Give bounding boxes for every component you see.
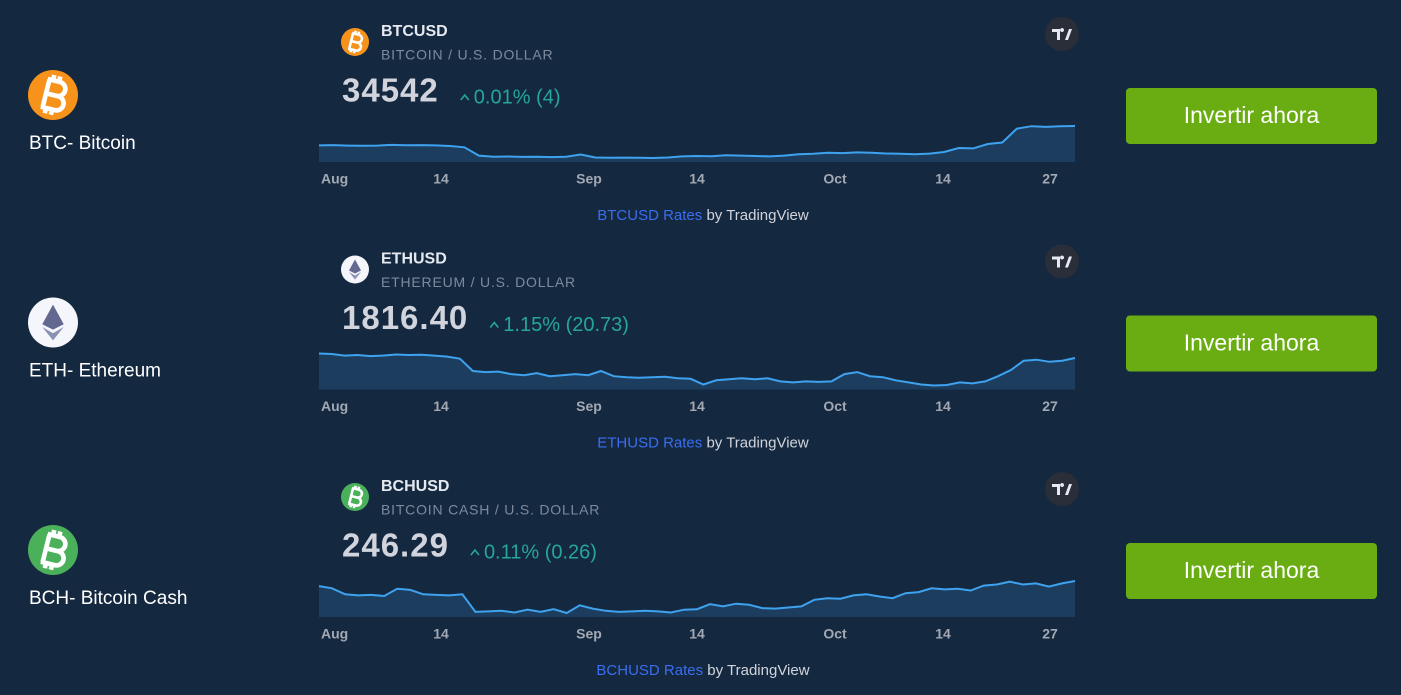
x-axis-label: 14 — [689, 626, 705, 642]
x-axis-label: Aug — [321, 398, 348, 414]
x-axis-label: 14 — [689, 398, 705, 414]
invest-button[interactable]: Invertir ahora — [1126, 543, 1377, 599]
coin-icon — [341, 255, 369, 284]
button-bg — [1126, 315, 1377, 372]
logo-circle — [1045, 17, 1079, 51]
eth-bottom — [42, 326, 64, 341]
change-arrow — [489, 321, 499, 328]
description: BITCOIN CASH / U.S. DOLLAR — [381, 502, 600, 518]
button-label: Invertir ahora — [1184, 557, 1320, 583]
x-axis-label: 14 — [935, 626, 951, 642]
change-arrow — [470, 548, 480, 556]
btc-b — [347, 485, 364, 509]
logo-circle — [1045, 244, 1079, 279]
x-axis-label: 14 — [689, 171, 705, 187]
button-bg — [1126, 543, 1377, 599]
x-axis-label: Sep — [576, 626, 602, 642]
tradingview-widget: BTCUSD BITCOIN / U.S. DOLLAR 34542 0.01% (4… — [318, 17, 1079, 224]
invest-button[interactable]: Invertir ahora — [1126, 88, 1377, 144]
eth-diamond — [42, 304, 64, 341]
rates-link[interactable]: BCHUSD Rates — [596, 662, 703, 679]
btc-b — [40, 529, 68, 571]
tradingview-widget: BCHUSD BITCOIN CASH / U.S. DOLLAR 246.29 0.… — [318, 472, 1079, 679]
eth-top — [42, 304, 64, 330]
sparkline-area — [319, 581, 1075, 617]
coin-name: BTC- Bitcoin — [29, 133, 136, 154]
x-axis-label: Sep — [576, 171, 602, 187]
symbol: BCHUSD — [381, 478, 449, 495]
tradingview-logo[interactable] — [1045, 472, 1079, 506]
eth-top — [349, 259, 361, 274]
coin-name: BCH- Bitcoin Cash — [29, 588, 187, 609]
tradingview-logo[interactable] — [1045, 17, 1079, 51]
symbol: BTCUSD — [381, 23, 448, 40]
button-label: Invertir ahora — [1184, 330, 1320, 356]
coin-row: BCH- Bitcoin Cash BCHUSD BITCOIN CASH / U.… — [28, 472, 1377, 679]
x-axis-label: 14 — [433, 398, 449, 414]
x-axis-label: 14 — [935, 171, 951, 187]
btc-b — [40, 74, 68, 116]
logo-mark — [1052, 28, 1072, 40]
change: 1.15% (20.73) — [503, 314, 629, 336]
x-axis-label: Aug — [321, 171, 348, 187]
change-arrow — [460, 93, 470, 101]
button-bg — [1126, 88, 1377, 144]
logo-mark — [1052, 255, 1072, 268]
x-axis-label: 27 — [1042, 626, 1058, 642]
sparkline — [318, 125, 1076, 160]
x-axis-label: 14 — [935, 398, 951, 414]
coin-row: ETH- Ethereum ETHUSD ETHEREUM / U.S. DOLLA… — [28, 244, 1377, 451]
coin-icon — [341, 28, 369, 56]
coin-icon — [28, 70, 78, 120]
coin-row: BTC- Bitcoin BTCUSD BITCOIN / U.S. DOLLAR 3… — [28, 17, 1377, 224]
x-axis-label: Oct — [823, 626, 847, 642]
logo-circle — [1045, 472, 1079, 506]
x-axis-label: 14 — [433, 626, 449, 642]
by-text: by TradingView — [706, 207, 808, 224]
sparkline-area — [319, 126, 1075, 162]
rates-link[interactable]: ETHUSD Rates — [597, 434, 702, 451]
description: ETHEREUM / U.S. DOLLAR — [381, 274, 576, 290]
price: 1816.40 — [342, 299, 468, 336]
x-axis-label: Oct — [823, 398, 847, 414]
btc-b — [347, 30, 364, 54]
change: 0.01% (4) — [474, 86, 561, 108]
by-text: by TradingView — [707, 662, 809, 679]
sparkline — [318, 580, 1076, 615]
eth-bottom — [349, 272, 361, 280]
price: 34542 — [342, 72, 439, 109]
tradingview-logo[interactable] — [1045, 244, 1079, 279]
price: 246.29 — [342, 527, 449, 564]
attribution: BTCUSD Rates by TradingView — [597, 207, 809, 224]
symbol: ETHUSD — [381, 251, 447, 268]
logo-mark — [1052, 483, 1072, 495]
coin-icon — [28, 525, 78, 575]
x-axis-label: Aug — [321, 626, 348, 642]
invest-button[interactable]: Invertir ahora — [1126, 315, 1377, 372]
coin-icon — [341, 483, 369, 511]
eth-diamond — [349, 259, 361, 280]
change: 0.11% (0.26) — [484, 541, 597, 563]
x-axis-label: 14 — [433, 171, 449, 187]
x-axis-label: Sep — [576, 398, 602, 414]
tradingview-widget: ETHUSD ETHEREUM / U.S. DOLLAR 1816.40 1.15%… — [318, 244, 1079, 451]
rates-link[interactable]: BTCUSD Rates — [597, 207, 702, 224]
attribution: BCHUSD Rates by TradingView — [596, 662, 809, 679]
button-label: Invertir ahora — [1184, 102, 1320, 128]
coin-icon — [28, 297, 78, 348]
x-axis-label: 27 — [1042, 398, 1058, 414]
sparkline-area — [319, 353, 1075, 390]
by-text: by TradingView — [706, 434, 808, 451]
x-axis-label: Oct — [823, 171, 847, 187]
description: BITCOIN / U.S. DOLLAR — [381, 47, 553, 63]
attribution: ETHUSD Rates by TradingView — [597, 434, 809, 451]
x-axis-label: 27 — [1042, 171, 1058, 187]
sparkline — [318, 352, 1076, 387]
coin-name: ETH- Ethereum — [29, 361, 161, 382]
